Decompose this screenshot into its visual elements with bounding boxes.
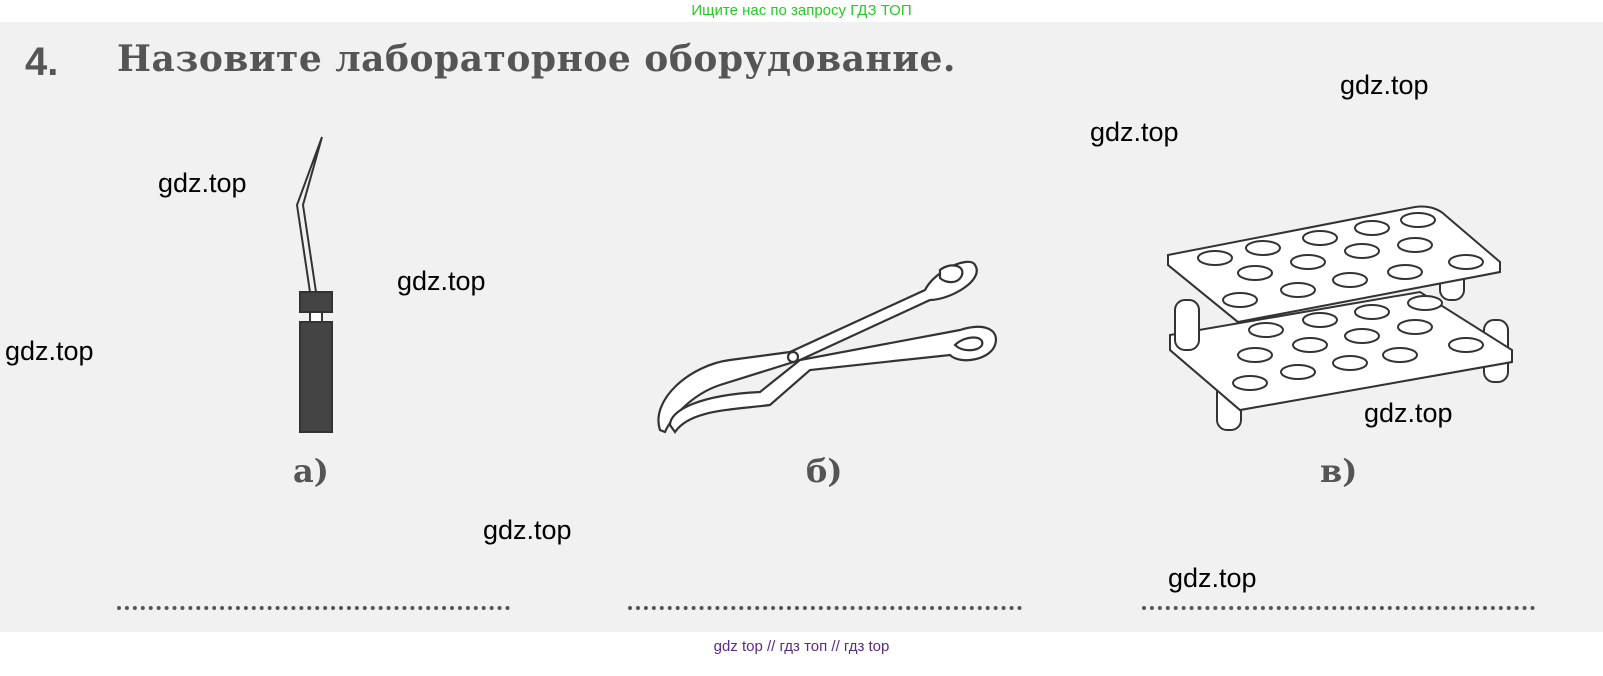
watermark: gdz.top [158, 168, 247, 198]
watermark: gdz.top [483, 515, 572, 545]
footer-links[interactable]: gdz top // гдз топ // гдз top [713, 638, 890, 655]
top-banner[interactable]: Ищите нас по запросу ГДЗ ТОП [691, 2, 912, 19]
watermark: gdz.top [397, 266, 486, 296]
task-title: Назовите лабораторное оборудование. [117, 38, 956, 80]
watermark: gdz.top [1340, 70, 1429, 100]
task-number: 4. [25, 40, 59, 84]
watermark: gdz.top [5, 336, 94, 366]
item-label-b: б) [806, 452, 843, 490]
watermark: gdz.top [1168, 563, 1257, 593]
watermark: gdz.top [1090, 117, 1179, 147]
test-tube-rack-illustration [1167, 205, 1513, 431]
item-label-a: а) [293, 452, 329, 490]
answer-line-a [117, 596, 510, 610]
item-label-c: в) [1320, 452, 1358, 490]
spatula-illustration [295, 136, 333, 433]
answer-line-b [628, 596, 1022, 610]
watermark: gdz.top [1364, 398, 1453, 428]
answer-line-c [1142, 596, 1535, 610]
crucible-tongs-illustration [657, 260, 998, 434]
